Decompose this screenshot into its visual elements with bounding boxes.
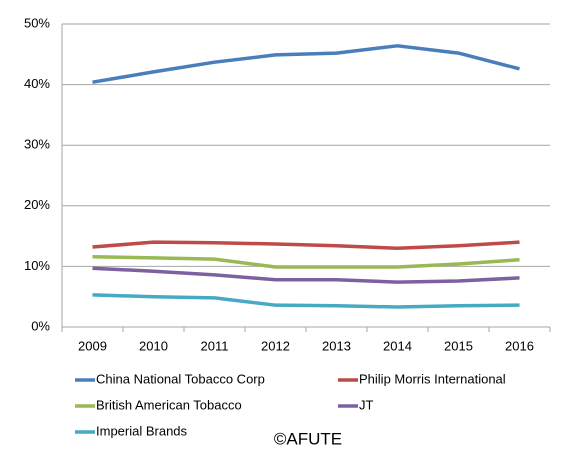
x-tick-label: 2011 xyxy=(201,338,229,353)
legend-label: JT xyxy=(359,397,374,412)
series-line xyxy=(92,266,520,284)
series-line xyxy=(92,240,520,250)
legend-label: Philip Morris International xyxy=(359,371,506,386)
legend-label: Imperial Brands xyxy=(96,423,188,438)
y-tick-label: 0% xyxy=(31,318,50,333)
x-tick-label: 2014 xyxy=(383,338,412,353)
series-line xyxy=(92,293,520,309)
series-line xyxy=(92,254,520,269)
x-tick-label: 2012 xyxy=(261,338,290,353)
x-tick-label: 2009 xyxy=(78,338,107,353)
y-tick-label: 50% xyxy=(24,15,50,30)
x-tick-label: 2015 xyxy=(444,338,473,353)
y-tick-label: 20% xyxy=(24,197,50,212)
x-tick-label: 2010 xyxy=(139,338,168,353)
x-tick-label: 2016 xyxy=(505,338,534,353)
x-tick-label: 2013 xyxy=(322,338,351,353)
y-tick-label: 30% xyxy=(24,137,50,152)
legend-label: British American Tobacco xyxy=(96,397,242,412)
y-tick-label: 40% xyxy=(24,76,50,91)
series-line xyxy=(92,44,520,84)
y-tick-label: 10% xyxy=(24,258,50,273)
legend-label: China National Tobacco Corp xyxy=(96,371,265,386)
watermark: ©AFUTE xyxy=(274,429,342,448)
